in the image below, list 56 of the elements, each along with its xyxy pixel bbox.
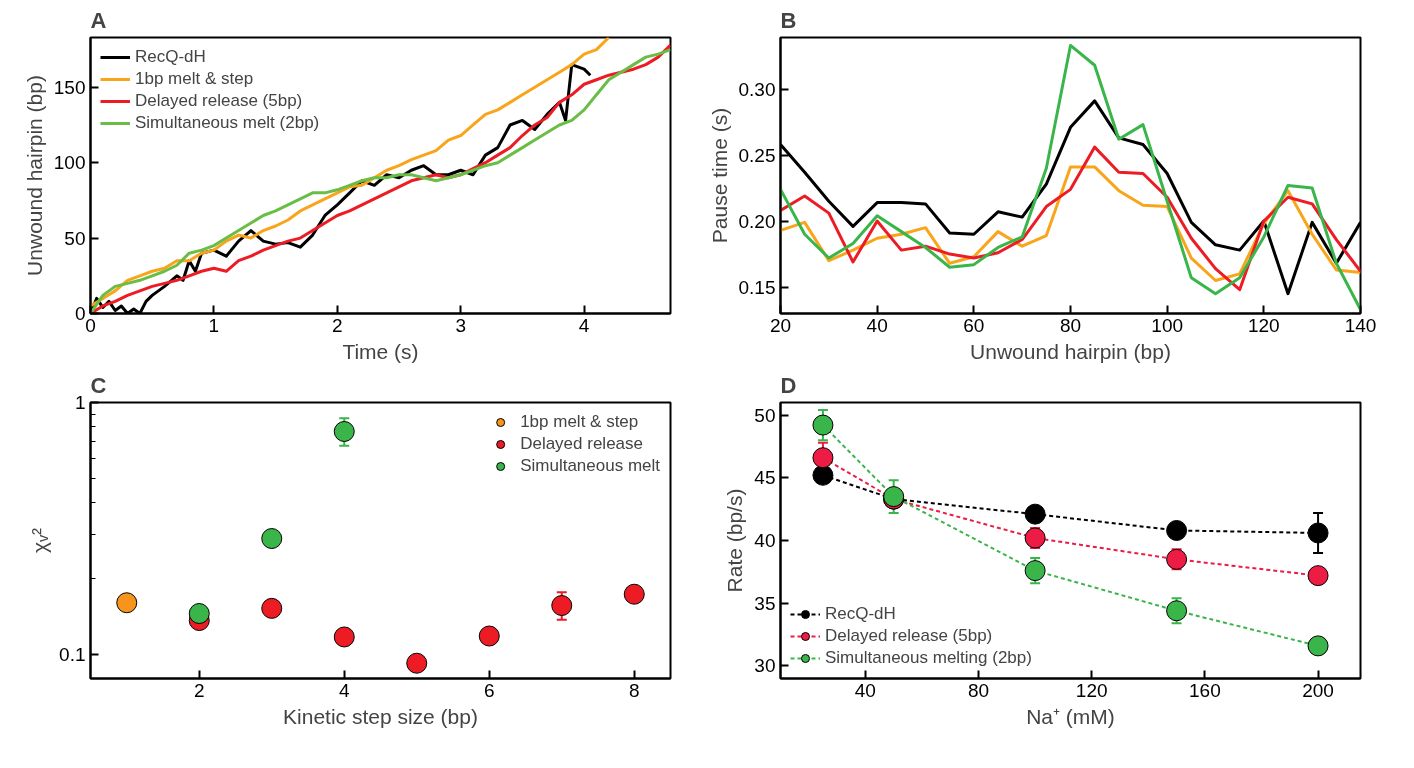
y-tick-label: 35 <box>754 592 776 614</box>
y-tick-label: 150 <box>53 76 86 98</box>
x-tick-label: 120 <box>1075 679 1108 701</box>
x-tick-label: 6 <box>483 679 495 701</box>
y-tick-label: 40 <box>754 530 776 551</box>
y-tick-label: 0.25 <box>738 144 776 166</box>
x-tick-label: 1 <box>208 314 220 336</box>
x-axis-title: Time (s) <box>342 339 419 363</box>
y-tick-label: 50 <box>754 404 776 426</box>
y-axis-title: Pause time (s) <box>707 107 731 244</box>
x-tick-label: 80 <box>1059 314 1082 336</box>
x-tick-label: 2 <box>193 679 205 701</box>
legend-label: Simultaneous melt <box>520 456 660 476</box>
x-axis-title: Kinetic step size (bp) <box>283 704 478 728</box>
chart-title: A <box>90 7 107 33</box>
legend-label: Simultaneous melting (2bp) <box>825 648 1032 668</box>
legend-label: RecQ-dH <box>135 47 206 67</box>
legend-label: RecQ-dH <box>825 604 896 624</box>
legend-label: 1bp melt & step <box>135 69 254 89</box>
x-axis-title: Unwound hairpin (bp) <box>970 339 1171 363</box>
chart-title: D <box>780 372 797 398</box>
legend-label: 1bp melt & step <box>520 412 639 432</box>
y-tick-label: 0.1 <box>59 643 86 665</box>
x-tick-label: 8 <box>628 679 640 701</box>
chart-title: C <box>90 372 107 398</box>
y-tick-label: 1 <box>74 392 86 413</box>
x-axis-title: Na⁺ (mM) <box>1026 704 1115 728</box>
y-tick-label: 50 <box>64 227 86 249</box>
y-axis-title: χᵥ² <box>28 528 52 553</box>
x-tick-label: 100 <box>1151 314 1184 336</box>
x-tick-label: 20 <box>769 314 792 336</box>
y-axis-title: Unwound hairpin (bp) <box>22 75 46 276</box>
legend-label: Simultaneous melt (2bp) <box>135 113 320 133</box>
y-tick-label: 0.30 <box>738 78 776 100</box>
y-tick-label: 0.15 <box>738 276 776 298</box>
x-tick-label: 60 <box>963 314 985 336</box>
x-tick-label: 120 <box>1247 314 1280 336</box>
x-tick-label: 4 <box>578 314 590 336</box>
y-axis-title: Rate (bp/s) <box>723 488 747 593</box>
y-tick-label: 30 <box>754 655 776 677</box>
x-tick-label: 80 <box>967 679 990 701</box>
legend-label: Delayed release (5bp) <box>825 626 993 646</box>
x-tick-label: 40 <box>854 679 876 701</box>
legend-label: Delayed release (5bp) <box>135 91 303 111</box>
x-tick-label: 200 <box>1302 679 1334 701</box>
chart-title: B <box>780 7 797 33</box>
legend-label: Delayed release <box>520 434 644 454</box>
y-tick-label: 100 <box>53 152 86 174</box>
x-tick-label: 40 <box>866 314 888 336</box>
y-tick-label: 45 <box>754 467 776 489</box>
x-tick-label: 160 <box>1189 679 1221 701</box>
y-tick-label: 0.20 <box>738 210 776 232</box>
x-tick-label: 2 <box>332 314 343 336</box>
x-tick-label: 4 <box>338 679 350 701</box>
x-tick-label: 3 <box>455 314 467 336</box>
x-tick-label: 140 <box>1344 314 1377 336</box>
